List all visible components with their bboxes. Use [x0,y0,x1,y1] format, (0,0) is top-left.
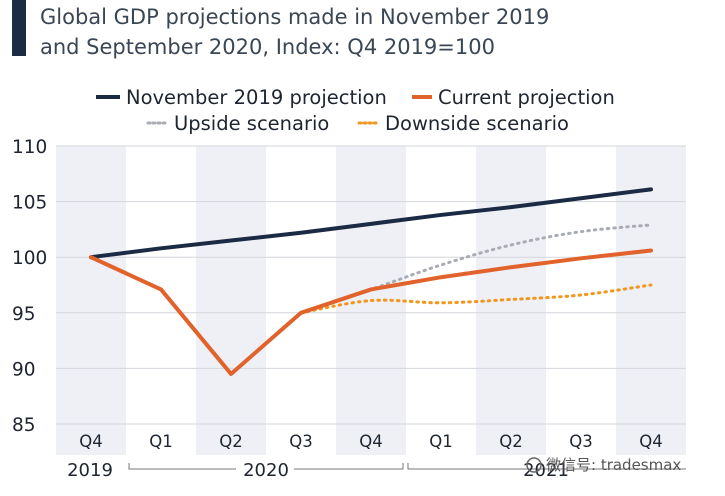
x-tick-label-2: Q2 [219,432,243,451]
year-label-2020-backdrop [236,458,294,480]
year-label-2021: 2021 [523,460,569,481]
legend-label-upside: Upside scenario [174,112,329,135]
x-tick-label-0: Q4 [79,432,103,451]
quarter-band-8 [616,146,686,455]
x-tick-label-7: Q3 [569,432,593,451]
x-tick-label-1: Q1 [149,432,173,451]
wechat-icon [526,457,542,473]
series-line-november-2019-projection [89,187,653,260]
y-tick-label-85: 85 [12,415,36,436]
y-tick-label-95: 95 [12,304,36,325]
legend-label-november-2019: November 2019 projection [126,86,387,109]
y-tick-label-105: 105 [12,193,47,214]
year-axis: 2019 2020 2021 [67,458,686,481]
x-axis: Q4 Q1 Q2 Q3 Q4 Q1 Q2 Q3 Q4 [79,432,663,451]
series-line-downside-scenario [299,283,653,315]
chart-title-line-2: and September 2020, Index: Q4 2019=100 [40,35,495,59]
x-tick-label-4: Q4 [359,432,383,451]
legend-label-downside: Downside scenario [385,112,569,135]
x-tick-label-5: Q1 [429,432,453,451]
series-line-current-projection [89,248,653,376]
title-accent-bar [12,0,26,56]
legend: November 2019 projection Current project… [96,86,615,135]
y-axis: 85 90 95 100 105 110 [12,137,47,436]
chart-title-line-1: Global GDP projections made in November … [40,5,549,29]
quarter-band-6 [476,146,546,455]
year-label-2019: 2019 [67,460,113,481]
legend-label-current: Current projection [438,86,615,109]
x-tick-label-6: Q2 [499,432,523,451]
watermark: 微信号: tradesmax [526,456,681,474]
x-tick-label-8: Q4 [639,432,663,451]
watermark-text: 微信号: tradesmax [546,456,681,474]
x-tick-label-3: Q3 [289,432,313,451]
series-lines [89,187,653,376]
y-tick-label-100: 100 [12,248,47,269]
quarter-band-0 [56,146,126,455]
y-tick-label-90: 90 [12,359,36,380]
year-bracket-2021 [407,463,686,470]
year-label-2020: 2020 [243,460,289,481]
y-tick-label-110: 110 [12,137,47,158]
quarter-band-2 [196,146,266,455]
